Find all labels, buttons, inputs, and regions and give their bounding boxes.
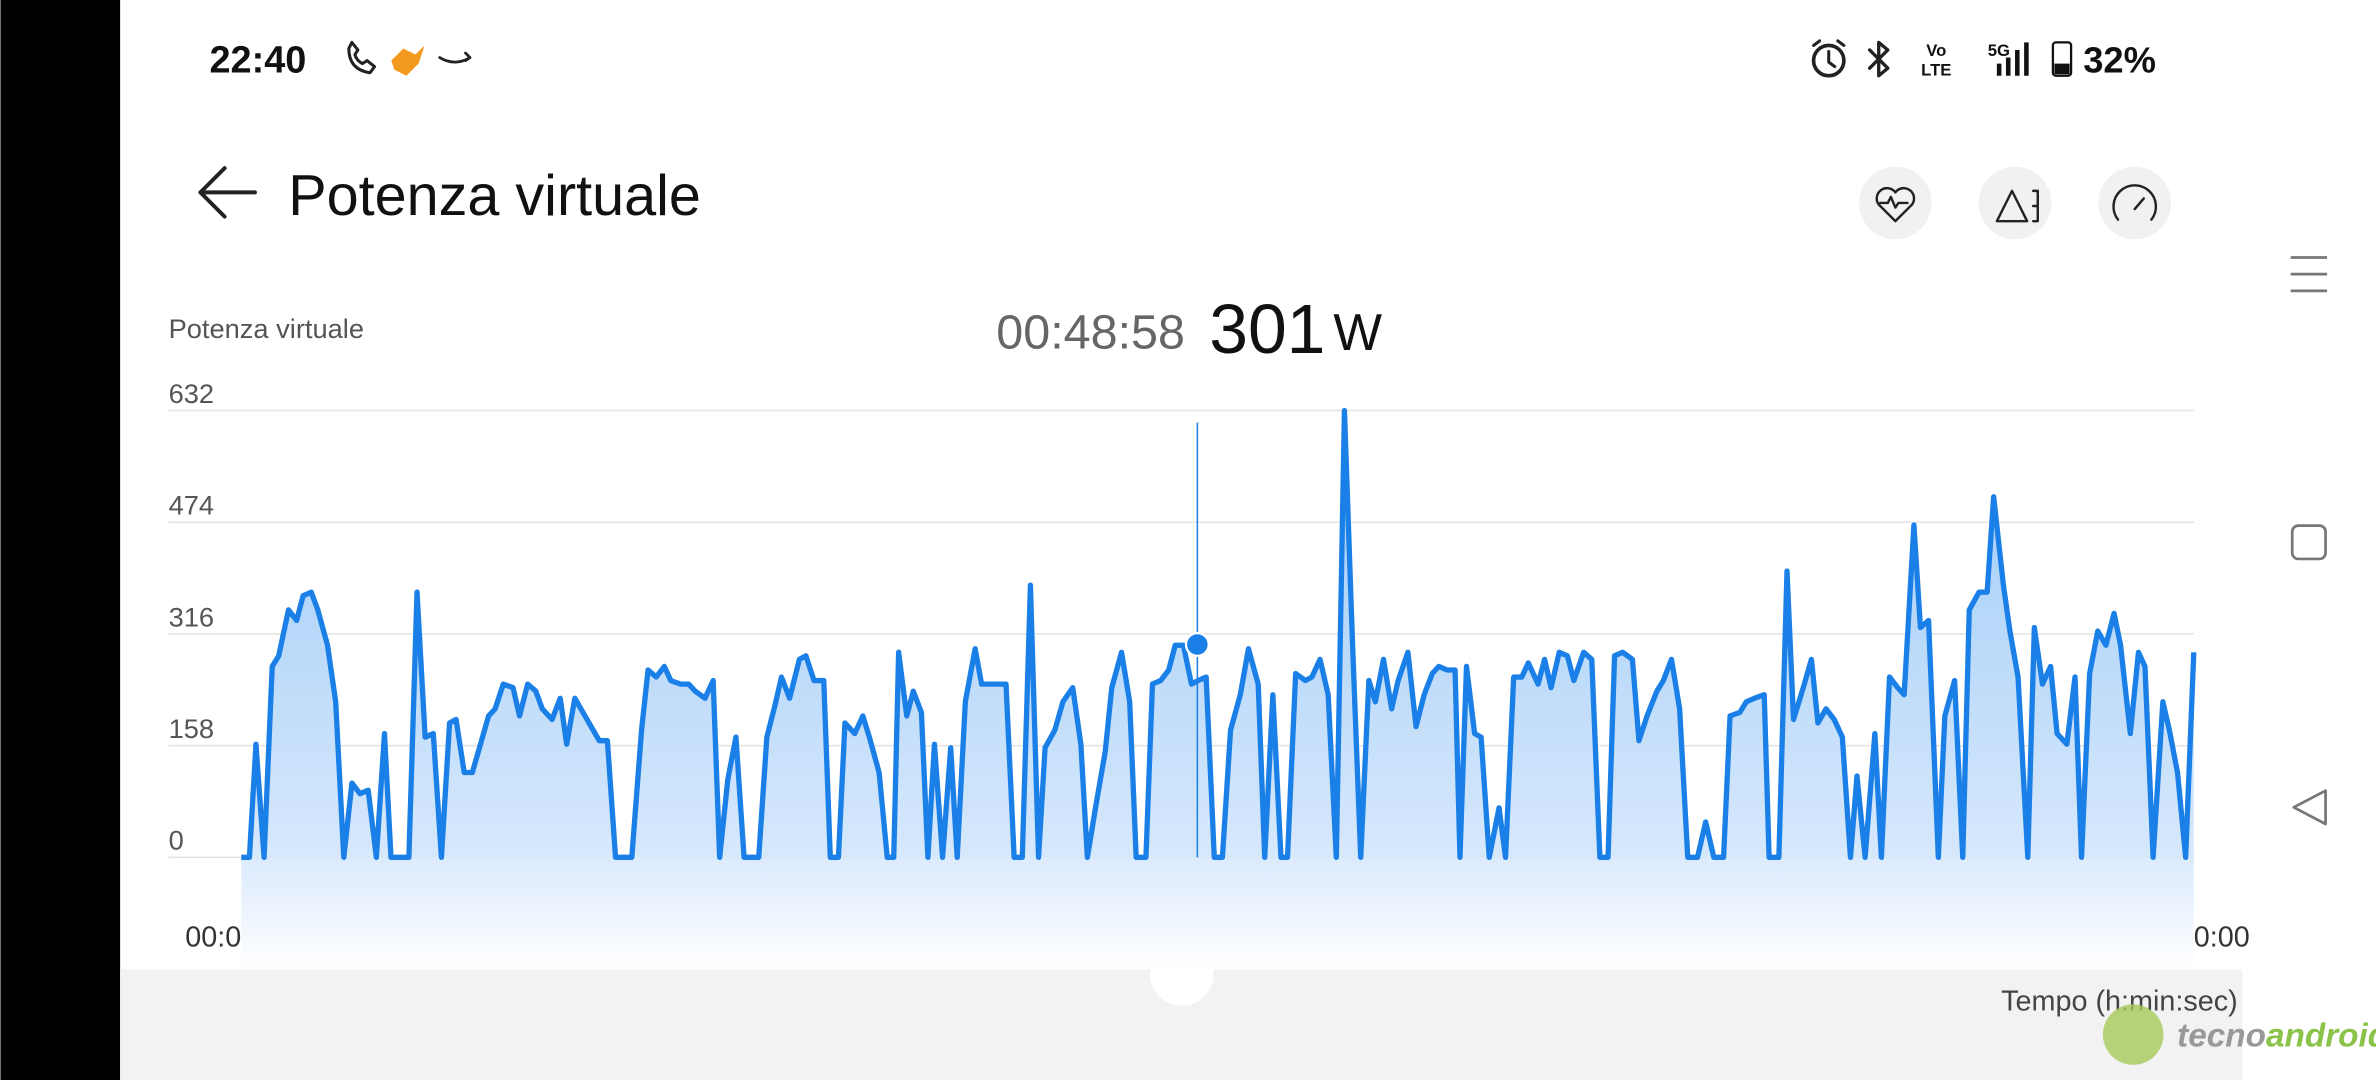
selected-point [1184, 632, 1210, 658]
network-type: 5G [1988, 41, 2010, 60]
area-fade [241, 857, 2194, 970]
speed-button[interactable] [2098, 166, 2172, 240]
heart-rate-button[interactable] [1859, 166, 1932, 240]
speed-icon [2112, 184, 2158, 221]
y-axis-label: Potenza virtuale [169, 313, 364, 344]
y-tick-label: 632 [169, 378, 214, 409]
battery-icon [2051, 41, 2073, 77]
amazon-icon [438, 51, 472, 64]
back-button[interactable] [198, 166, 257, 219]
volte-top: Vo [1926, 41, 1946, 60]
battery-level [2054, 63, 2070, 75]
back-nav-button[interactable] [2292, 789, 2327, 826]
menu-button[interactable] [2290, 256, 2328, 293]
line [241, 407, 2197, 860]
status-time: 22:40 [209, 40, 306, 82]
y-tick-label: 474 [169, 490, 214, 521]
volte-bottom: LTE [1921, 61, 1951, 80]
bluetooth-icon [1867, 40, 1890, 78]
bottom-panel [120, 939, 2243, 1080]
chart: 015831647463200:00:0000:16:4000:33:2000:… [168, 378, 2250, 970]
watermark: tecnoandroid [2177, 1018, 2376, 1055]
alarm-hands [1812, 39, 1846, 69]
watermark-logo [2102, 1004, 2164, 1065]
battery-percent: 32% [2083, 40, 2156, 81]
selected-unit: W [1333, 303, 1382, 361]
y-tick-label: 0 [169, 825, 184, 856]
elevation-icon [1995, 189, 2039, 223]
left-bezel [0, 0, 121, 1080]
app-icon [391, 45, 425, 76]
home-button[interactable] [2290, 524, 2327, 561]
selected-time: 00:48:58 [996, 305, 1185, 359]
alarm-icon [1811, 43, 1846, 78]
selected-value: 301 [1209, 290, 1325, 368]
page-title: Potenza virtuale [288, 164, 701, 228]
elevation-button[interactable] [1978, 166, 2052, 240]
watermark-part: android [2266, 1018, 2376, 1055]
call-icon [347, 40, 377, 75]
signal-icon [1996, 42, 2029, 76]
y-tick-label: 316 [169, 601, 214, 632]
heart-icon [1875, 186, 1916, 223]
watermark-part: tecno [2177, 1018, 2266, 1055]
y-tick-label: 158 [169, 713, 214, 744]
